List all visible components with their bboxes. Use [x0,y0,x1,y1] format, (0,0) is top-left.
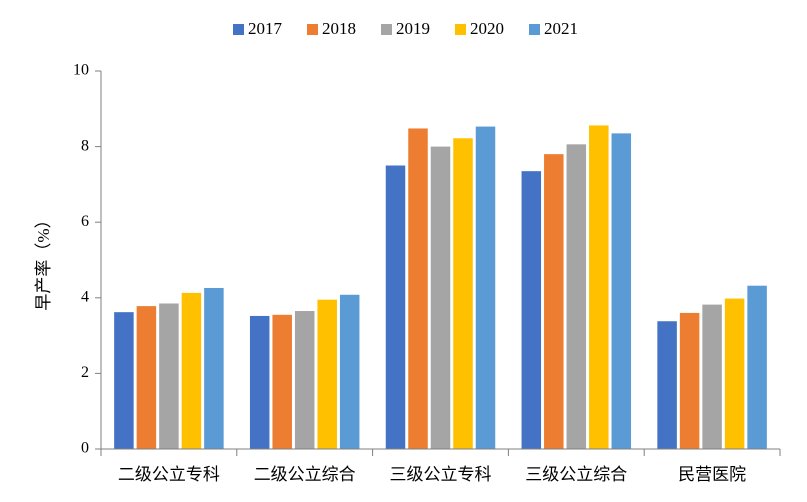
bar-2019-4 [702,304,722,449]
bar-2018-2 [408,128,428,449]
bar-2017-2 [385,165,406,449]
bar-2018-4 [679,312,700,449]
bar-2019-1 [294,311,315,449]
bar-2021-1 [339,294,360,449]
bar-2021-3 [611,133,632,449]
x-tick-label: 二级公立专科 [118,465,220,484]
x-tick-label: 三级公立综合 [525,465,627,484]
legend-swatch-2019 [381,24,392,35]
bar-2018-1 [272,314,292,449]
y-axis-ticks: 0 2 4 6 8 10 [73,62,101,457]
axes [100,71,781,456]
y-tick-label: 6 [81,213,89,230]
bar-2020-3 [589,125,609,449]
x-tick-label: 民营医院 [678,465,746,484]
legend-label: 2019 [396,19,430,38]
legend-swatch-2020 [455,24,466,35]
legend-label: 2018 [322,19,356,38]
bar-2019-2 [430,146,451,449]
legend-label: 2020 [470,19,504,38]
legend-label: 2021 [544,19,578,38]
bar-2020-4 [724,298,745,449]
y-tick-label: 0 [81,440,89,457]
bar-2018-3 [544,154,564,449]
y-tick-label: 2 [81,364,89,381]
y-tick-label: 4 [81,288,89,305]
bar-2017-0 [114,312,134,449]
legend: 2017 2018 2019 2020 2021 [233,19,578,38]
bar-2020-2 [453,138,473,449]
bars [114,125,767,450]
bar-2020-1 [317,299,337,449]
bar-2018-0 [136,306,157,449]
legend-swatch-2017 [233,24,244,35]
legend-swatch-2021 [529,24,540,35]
y-tick-label: 10 [73,62,89,79]
bar-2019-3 [566,144,587,449]
bar-2020-0 [181,292,202,449]
y-tick-label: 8 [81,137,89,154]
y-axis-label: 早产率（%） [34,211,53,310]
bar-2017-1 [249,315,270,449]
bar-2017-4 [657,321,677,449]
bar-2021-0 [204,287,224,449]
bar-2021-4 [747,285,767,449]
legend-label: 2017 [248,19,283,38]
legend-swatch-2018 [307,24,318,35]
bar-2019-0 [159,303,179,449]
bar-2017-3 [521,171,542,450]
x-tick-label: 二级公立综合 [254,465,356,484]
x-tick-label: 三级公立专科 [390,465,492,484]
x-axis-labels: 二级公立专科 二级公立综合 三级公立专科 三级公立综合 民营医院 [118,465,746,484]
bar-2021-2 [475,126,496,449]
